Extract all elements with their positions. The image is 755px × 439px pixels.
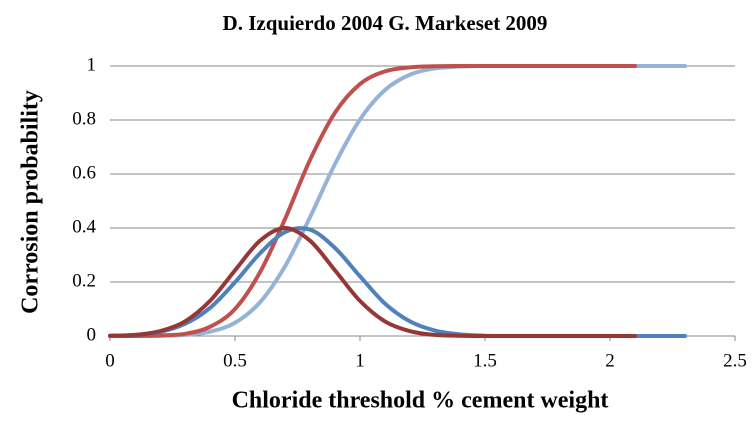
x-tick-label: 1: [355, 350, 365, 371]
x-tick-label: 0.5: [223, 350, 247, 371]
x-tick-label: 1.5: [473, 350, 497, 371]
y-tick-label: 0.2: [72, 270, 96, 291]
y-tick-label: 1: [87, 54, 97, 75]
series-line: [108, 63, 687, 339]
y-tick-label: 0.4: [72, 216, 96, 237]
y-axis-label: Corrosion probability: [18, 90, 44, 314]
y-tick-label: 0.8: [72, 108, 96, 129]
series-line: [108, 225, 637, 339]
y-tick-label: 0: [87, 324, 97, 345]
x-axis-label: Chloride threshold % cement weight: [232, 388, 609, 414]
x-tick-label: 2.5: [723, 350, 747, 371]
series-line: [108, 63, 637, 339]
y-tick-label: 0.6: [72, 162, 96, 183]
x-tick-label: 2: [605, 350, 615, 371]
chart-title: D. Izquierdo 2004 G. Markeset 2009: [223, 11, 548, 35]
x-tick-label: 0: [105, 350, 115, 371]
